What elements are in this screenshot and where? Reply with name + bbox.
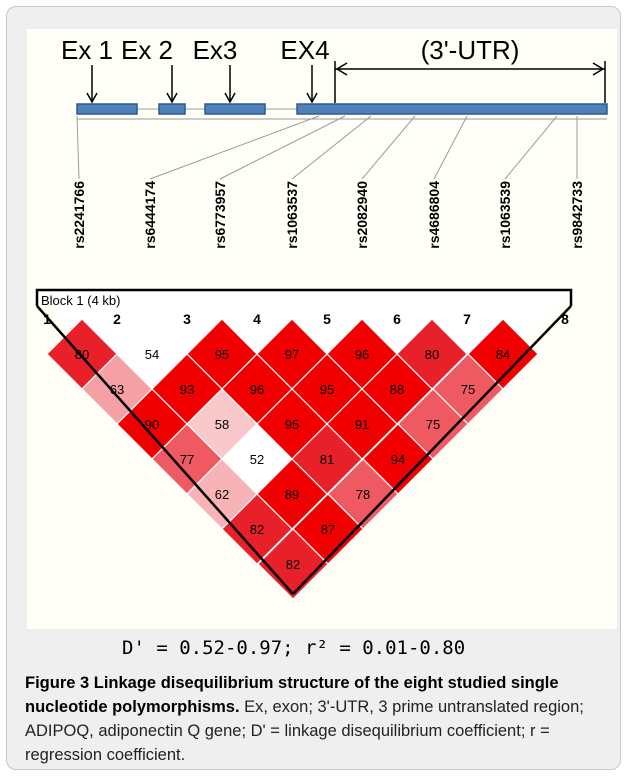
- ld-block-frame: [35, 288, 573, 306]
- exon-label: Ex3: [193, 35, 238, 65]
- snp-index: 3: [183, 311, 191, 327]
- ld-value: 87: [321, 522, 335, 537]
- snp-connector: [149, 115, 320, 180]
- snp-connector: [433, 115, 468, 180]
- snp-label: rs6444174: [142, 181, 158, 249]
- snp-index: 5: [323, 311, 331, 327]
- ld-value: 77: [180, 452, 194, 467]
- ld-value: 88: [390, 382, 404, 397]
- snp-label: rs2082940: [354, 181, 370, 249]
- exon-box: [204, 103, 266, 115]
- snp-label: rs1063537: [284, 181, 300, 249]
- arrow-left-icon: [335, 62, 348, 76]
- arrow-head-icon: [166, 92, 178, 104]
- ld-value: 78: [356, 487, 370, 502]
- snp-label: rs2241766: [71, 181, 87, 249]
- snp-connector: [361, 115, 416, 180]
- ld-value: 95: [285, 417, 299, 432]
- utr-label: (3'-UTR): [421, 35, 520, 65]
- snp-index: 6: [393, 311, 401, 327]
- snp-connector: [219, 115, 346, 180]
- caption-text: Ex, exon; 3'-UTR, 3 prime untranslated r…: [25, 698, 584, 764]
- ld-diagram: Ex 1 Ex 2 Ex3 EX4 (3'-UTR) rs2241766 rs6444174…: [35, 35, 608, 600]
- snp-index: 1: [43, 311, 51, 327]
- ld-block-edge: [36, 305, 294, 595]
- arrow-right-icon: [592, 62, 605, 76]
- ld-value: 84: [496, 347, 510, 362]
- ld-value: 91: [355, 417, 369, 432]
- exon-label: Ex 1: [61, 35, 113, 65]
- ld-value: 62: [215, 487, 229, 502]
- exon-box: [158, 103, 186, 115]
- ld-value: 81: [320, 452, 334, 467]
- ld-value: 96: [355, 347, 369, 362]
- figure-card: Ex 1 Ex 2 Ex3 EX4 (3'-UTR) rs2241766 rs6444174…: [6, 6, 621, 770]
- ld-value: 89: [285, 487, 299, 502]
- snp-label: rs6773957: [212, 181, 228, 249]
- snp-label: rs9842733: [569, 181, 585, 249]
- exon-box: [76, 103, 138, 115]
- snp-label: rs4686804: [426, 181, 442, 249]
- snp-index: 7: [463, 311, 471, 327]
- snp-connector: [504, 115, 558, 180]
- ld-value: 80: [425, 347, 439, 362]
- snp-index: 2: [113, 311, 121, 327]
- ld-cell: [257, 528, 329, 600]
- ld-value: 82: [250, 522, 264, 537]
- figure-caption: Figure 3 Linkage disequilibrium structur…: [25, 671, 615, 767]
- ld-stats-line: D' = 0.52-0.97; r² = 0.01-0.80: [122, 637, 466, 659]
- snp-connector: [291, 115, 372, 180]
- ld-value: 96: [250, 382, 264, 397]
- ld-value: 97: [285, 347, 299, 362]
- ld-value: 90: [145, 417, 159, 432]
- ld-value: 94: [391, 452, 405, 467]
- arrow-head-icon: [224, 92, 236, 104]
- ld-value: 54: [145, 347, 159, 362]
- ld-value: 95: [215, 347, 229, 362]
- ld-cell: [221, 493, 293, 565]
- exon-label: Ex 2: [121, 35, 173, 65]
- exon-box: [296, 103, 608, 115]
- ld-value: 52: [250, 452, 264, 467]
- ld-value: 75: [461, 382, 475, 397]
- snp-index: 8: [561, 311, 569, 327]
- ld-value: 82: [286, 557, 300, 572]
- ld-block-edge: [292, 305, 572, 595]
- ld-block-label: Block 1 (4 kb): [41, 293, 120, 308]
- caption-title: Figure 3 Linkage disequilibrium structur…: [25, 674, 559, 716]
- ld-value: 75: [426, 417, 440, 432]
- ld-value: 93: [180, 382, 194, 397]
- arrow-head-icon: [86, 92, 98, 104]
- snp-connector: [76, 115, 80, 180]
- ld-value: 58: [215, 417, 229, 432]
- figure-panel: Ex 1 Ex 2 Ex3 EX4 (3'-UTR) rs2241766 rs6444174…: [27, 29, 617, 629]
- exon-label: EX4: [280, 35, 329, 65]
- arrow-head-icon: [306, 92, 318, 104]
- snp-index: 4: [253, 311, 261, 327]
- ld-value: 95: [320, 382, 334, 397]
- snp-label: rs1063539: [497, 181, 513, 249]
